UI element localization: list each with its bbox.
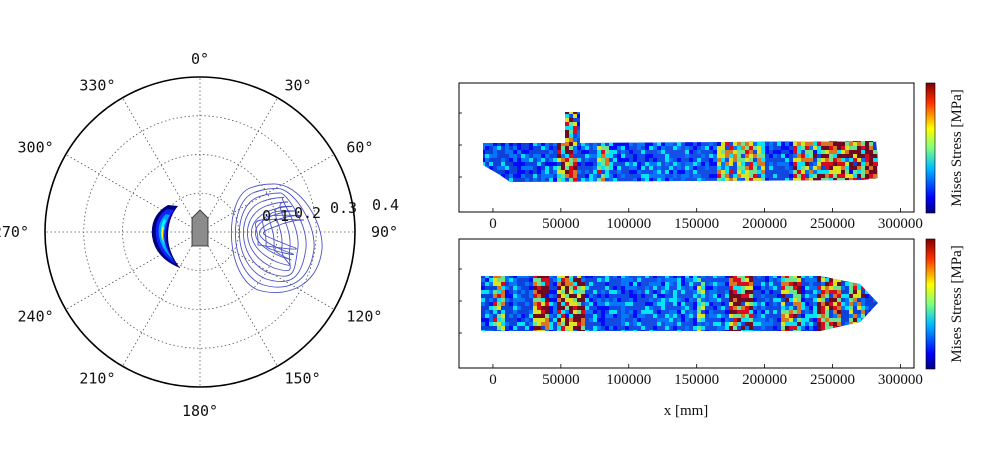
polar-ring bbox=[160, 192, 240, 272]
plan-view-ship bbox=[481, 276, 878, 331]
x-tick-label: 50000 bbox=[542, 216, 580, 232]
contour-line bbox=[235, 188, 315, 288]
x-tick-label: 50000 bbox=[542, 372, 580, 388]
polar-grid bbox=[45, 77, 355, 387]
polar-angle-label: 300° bbox=[18, 139, 54, 157]
polar-angle-label: 90° bbox=[371, 223, 398, 241]
polar-spoke bbox=[65, 154, 201, 233]
contour-line bbox=[255, 218, 305, 250]
polar-radial-labels: 0.1 0.2 0.3 0.4 bbox=[262, 196, 399, 225]
side-view-panel: 0 50000 100000 150000 200000 250000 300000 Mis… bbox=[458, 82, 965, 232]
x-tick-label: 200000 bbox=[742, 216, 787, 232]
plan-view-colorbar-label: Mises Stress [MPa] bbox=[949, 245, 965, 363]
contour-line bbox=[242, 197, 299, 277]
x-tick-label: 200000 bbox=[742, 372, 787, 388]
contour-lines-starboard bbox=[231, 183, 323, 293]
contour-filled-port bbox=[151, 205, 180, 268]
x-tick-label: 100000 bbox=[606, 372, 651, 388]
polar-spoke bbox=[199, 231, 335, 310]
contour-line bbox=[239, 192, 307, 283]
polar-spoke bbox=[199, 97, 278, 233]
polar-spoke bbox=[199, 231, 278, 367]
x-tick-label: 300000 bbox=[878, 216, 923, 232]
plan-view-x-axis-label: x [mm] bbox=[664, 403, 709, 419]
x-tick-label: 250000 bbox=[810, 216, 855, 232]
x-tick-label: 300000 bbox=[878, 372, 923, 388]
x-tick-label: 0 bbox=[489, 372, 497, 388]
polar-spoke bbox=[122, 97, 201, 233]
polar-plot: 0° 30° 60° 90° 120° 150° 180° 210° 240° 270° 300° 3… bbox=[0, 50, 399, 420]
polar-angle-label: 150° bbox=[285, 369, 321, 387]
polar-angle-label: 270° bbox=[0, 223, 29, 241]
x-tick-label: 250000 bbox=[810, 372, 855, 388]
polar-angle-labels: 0° 30° 60° 90° 120° 150° 180° 210° 240° 270° 300° 3… bbox=[0, 50, 398, 420]
polar-spoke bbox=[199, 154, 335, 233]
ship-heading-marker bbox=[191, 209, 209, 247]
side-view-x-ticks: 0 50000 100000 150000 200000 250000 300000 bbox=[459, 112, 923, 232]
contour-line bbox=[231, 183, 323, 293]
polar-angle-label: 330° bbox=[79, 77, 115, 95]
side-view-colorbar bbox=[925, 82, 936, 214]
polar-angle-label: 0° bbox=[191, 50, 209, 68]
x-tick-label: 150000 bbox=[674, 216, 719, 232]
side-view-colorbar-label: Mises Stress [MPa] bbox=[949, 89, 965, 207]
contour-line bbox=[259, 214, 301, 255]
x-tick-label: 100000 bbox=[606, 216, 651, 232]
polar-angle-label: 180° bbox=[182, 402, 218, 420]
polar-angle-label: 120° bbox=[346, 308, 382, 326]
polar-radial-label: 0.2 bbox=[294, 204, 321, 222]
polar-spoke bbox=[65, 231, 201, 310]
plan-view-x-ticks: 0 50000 100000 150000 200000 250000 300000 bbox=[459, 268, 923, 388]
x-tick-label: 0 bbox=[489, 216, 497, 232]
x-tick-label: 150000 bbox=[674, 372, 719, 388]
polar-angle-label: 60° bbox=[346, 139, 373, 157]
polar-radial-label: 0.1 bbox=[262, 207, 289, 225]
contour-line bbox=[246, 201, 291, 272]
polar-angle-label: 240° bbox=[18, 308, 54, 326]
plan-view-colorbar bbox=[925, 238, 936, 370]
polar-radial-label: 0.3 bbox=[330, 199, 357, 217]
polar-angle-label: 30° bbox=[285, 77, 312, 95]
polar-angle-label: 210° bbox=[79, 369, 115, 387]
polar-spoke bbox=[122, 231, 201, 367]
polar-radial-label: 0.4 bbox=[372, 196, 399, 214]
contour-line bbox=[251, 205, 293, 266]
plan-view-panel: 0 50000 100000 150000 200000 250000 300000 x [… bbox=[458, 238, 965, 419]
